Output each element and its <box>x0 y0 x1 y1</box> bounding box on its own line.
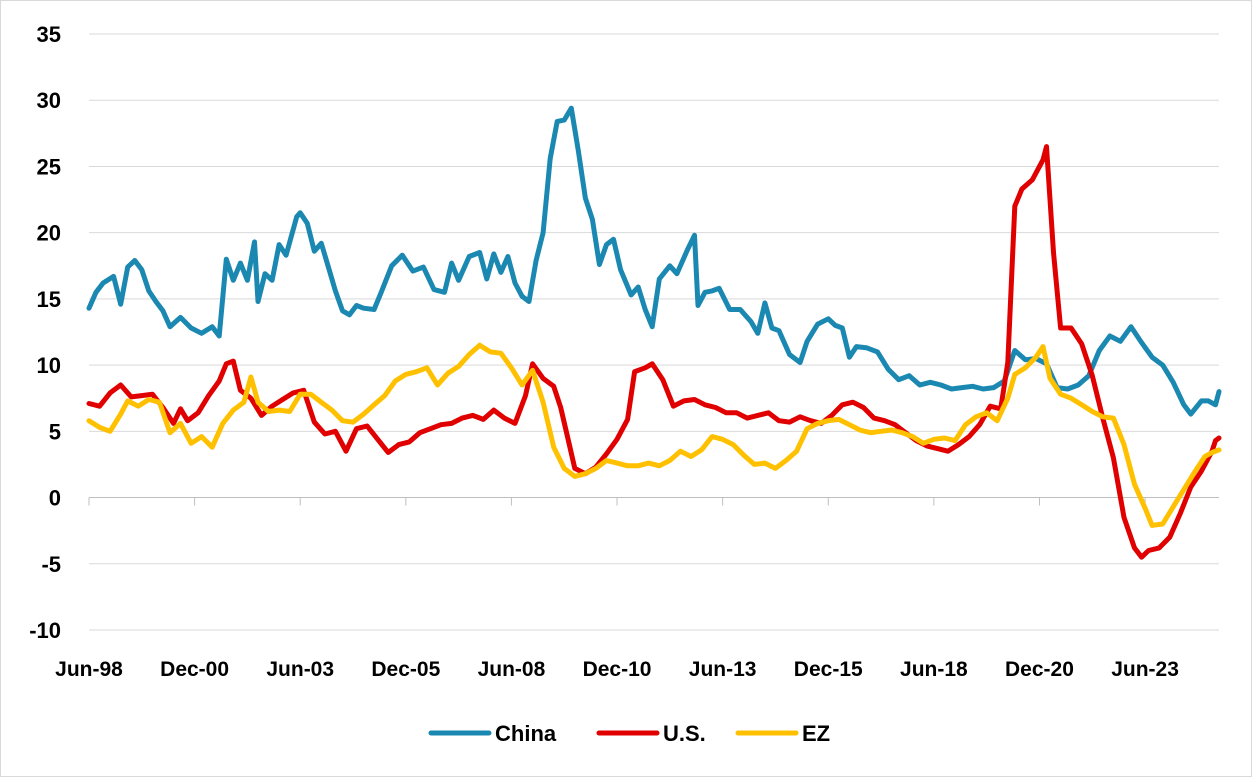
series-line-ez <box>86 342 1222 528</box>
y-tick-label: 5 <box>49 419 61 444</box>
series-line-china <box>86 105 1222 417</box>
series-line-us <box>86 144 1222 560</box>
x-tick-label: Dec-15 <box>794 658 863 681</box>
legend-label: China <box>495 721 557 746</box>
x-tick-label: Jun-13 <box>689 658 757 681</box>
x-tick-label: Dec-00 <box>160 658 229 681</box>
x-tick-label: Dec-10 <box>583 658 652 681</box>
y-tick-label: 10 <box>37 353 61 378</box>
y-tick-label: 35 <box>37 22 61 47</box>
y-tick-label: 20 <box>37 221 61 246</box>
y-tick-label: 25 <box>37 154 61 179</box>
x-tick-label: Dec-05 <box>371 658 440 681</box>
gridlines <box>89 33 1219 631</box>
x-tick-label: Jun-18 <box>900 658 968 681</box>
y-tick-label: -5 <box>41 552 61 577</box>
series-lines <box>86 105 1222 560</box>
legend: China U.S. EZ <box>428 721 830 746</box>
x-tick-label: Jun-03 <box>266 658 334 681</box>
y-tick-label: -10 <box>29 618 61 643</box>
x-tick-label: Jun-98 <box>55 658 123 681</box>
x-axis-ticks: Jun-98 Dec-00 Jun-03 Dec-05 Jun-08 Dec-10 Jun-… <box>55 658 1179 681</box>
x-tick-label: Jun-23 <box>1111 658 1179 681</box>
y-tick-label: 30 <box>37 88 61 113</box>
y-tick-label: 0 <box>49 486 61 511</box>
legend-label: EZ <box>802 721 830 746</box>
legend-label: U.S. <box>663 721 706 746</box>
x-axis <box>88 497 1219 506</box>
x-tick-label: Dec-20 <box>1005 658 1074 681</box>
y-axis-ticks: -10 -5 0 5 10 15 20 25 30 35 <box>29 22 61 643</box>
x-tick-label: Jun-08 <box>478 658 546 681</box>
y-tick-label: 15 <box>37 287 61 312</box>
